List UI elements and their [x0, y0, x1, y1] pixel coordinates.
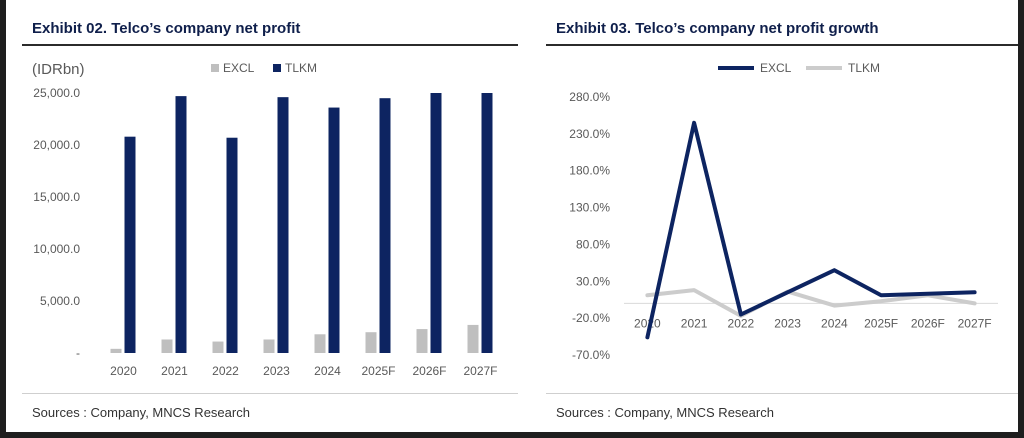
- y-tick-label: 280.0%: [569, 90, 610, 104]
- y-tick-label: -20.0%: [572, 311, 610, 325]
- y-tick-label: 230.0%: [569, 127, 610, 141]
- y-tick-label: 25,000.0: [33, 86, 80, 100]
- y-tick-label: 15,000.0: [33, 190, 80, 204]
- legend-label-tlkm: TLKM: [848, 61, 880, 75]
- bar-excl-2026F: [416, 329, 428, 353]
- y-tick-label: 10,000.0: [33, 242, 80, 256]
- y-tick-label: 180.0%: [569, 164, 610, 178]
- bar-tlkm-2027F: [481, 93, 493, 353]
- bar-tlkm-2021: [175, 96, 187, 353]
- bar-tlkm-2025F: [379, 98, 391, 353]
- legend-label-tlkm: TLKM: [285, 61, 317, 75]
- bar-tlkm-2020: [124, 136, 136, 353]
- y-tick-label: 30.0%: [576, 274, 610, 288]
- bar-excl-2020: [110, 348, 122, 353]
- x-tick-label: 2025F: [864, 316, 898, 330]
- net-profit-bar-chart: (IDRbn) EXCL TLKM - 5,000.0 10,000.0 15,000.0 2…: [32, 61, 498, 378]
- exhibit-02-panel: Exhibit 02. Telco’s company net profit (…: [6, 0, 518, 432]
- exhibit-03-title: Exhibit 03. Telco’s company net profit g…: [556, 20, 879, 37]
- series-line-excl: [645, 120, 977, 340]
- exhibit-03-title-rule: [546, 44, 1018, 46]
- net-profit-growth-line-chart: EXCL TLKM -70.0% -20.0% 30.0% 80.0% 130.0% 180.…: [569, 61, 998, 362]
- bar-tlkm-2026F: [430, 93, 442, 353]
- x-tick-label: 2020: [634, 316, 661, 330]
- x-tick-label: 2022: [728, 316, 755, 330]
- bar-excl-2024: [314, 334, 326, 353]
- legend-swatch-excl: [211, 64, 219, 72]
- exhibit-02-title-rule: [22, 44, 518, 46]
- y-axis-unit-label: (IDRbn): [32, 61, 85, 78]
- y-tick-label: 5,000.0: [40, 294, 80, 308]
- exhibit-02-footer-rule: [22, 393, 518, 394]
- bar-excl-2025F: [365, 332, 377, 353]
- x-tick-label: 2023: [263, 364, 290, 378]
- legend-swatch-tlkm: [273, 64, 281, 72]
- exhibit-03-panel: Exhibit 03. Telco’s company net profit g…: [528, 0, 1018, 432]
- x-tick-label: 2021: [161, 364, 188, 378]
- exhibit-03-footer-rule: [546, 393, 1018, 394]
- x-tick-label: 2023: [774, 316, 801, 330]
- exhibit-02-source: Sources : Company, MNCS Research: [32, 405, 250, 420]
- x-tick-label: 2024: [821, 316, 848, 330]
- bar-tlkm-2022: [226, 137, 238, 353]
- x-tick-label: 2027F: [463, 364, 497, 378]
- exhibit-02-title: Exhibit 02. Telco’s company net profit: [32, 20, 301, 37]
- bar-tlkm-2023: [277, 97, 289, 353]
- x-tick-label: 2021: [681, 316, 708, 330]
- bar-excl-2023: [263, 339, 275, 353]
- bar-excl-2021: [161, 339, 173, 353]
- legend-label-excl: EXCL: [223, 61, 255, 75]
- y-tick-label: -: [76, 346, 80, 360]
- x-tick-label: 2026F: [412, 364, 446, 378]
- x-tick-label: 2022: [212, 364, 239, 378]
- bar-excl-2022: [212, 341, 224, 353]
- legend-label-excl: EXCL: [760, 61, 792, 75]
- exhibit-03-source: Sources : Company, MNCS Research: [556, 405, 774, 420]
- series-line-tlkm: [645, 288, 977, 318]
- right-border: [1018, 0, 1024, 438]
- x-tick-label: 2027F: [958, 316, 992, 330]
- y-tick-label: 130.0%: [569, 201, 610, 215]
- x-tick-label: 2020: [110, 364, 137, 378]
- bar-tlkm-2024: [328, 107, 340, 353]
- x-tick-label: 2024: [314, 364, 341, 378]
- left-border: [0, 0, 6, 438]
- y-tick-label: 20,000.0: [33, 138, 80, 152]
- x-tick-label: 2025F: [361, 364, 395, 378]
- report-page: Exhibit 02. Telco’s company net profit (…: [6, 0, 1018, 432]
- x-tick-label: 2026F: [911, 316, 945, 330]
- y-tick-label: -70.0%: [572, 348, 610, 362]
- y-tick-label: 80.0%: [576, 237, 610, 251]
- bar-excl-2027F: [467, 324, 479, 353]
